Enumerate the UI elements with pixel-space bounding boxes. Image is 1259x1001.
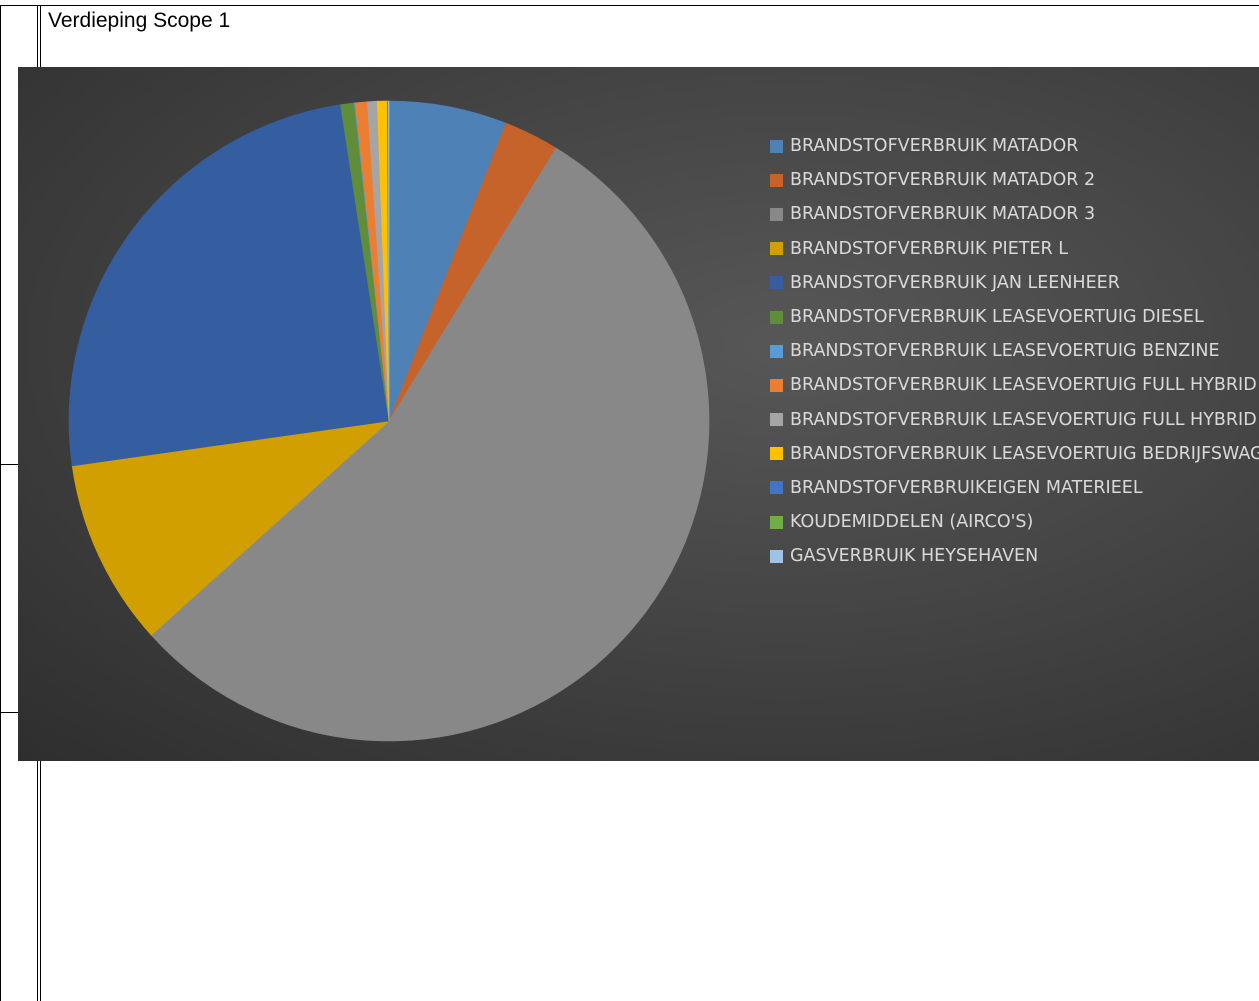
legend-swatch <box>770 549 783 563</box>
pie-slice-3 <box>71 420 390 636</box>
legend-label: BRANDSTOFVERBRUIK LEASEVOERTUIG BEDRIJFS… <box>790 443 1259 464</box>
legend-item: BRANDSTOFVERBRUIK MATADOR <box>770 129 1259 163</box>
legend-item: BRANDSTOFVERBRUIK JAN LEENHEER <box>770 266 1259 300</box>
table-border-left <box>0 5 1 1001</box>
legend-swatch <box>770 447 783 461</box>
legend-label: BRANDSTOFVERBRUIK JAN LEENHEER <box>790 272 1120 293</box>
legend-swatch <box>770 276 783 290</box>
legend-item: BRANDSTOFVERBRUIK MATADOR 3 <box>770 197 1259 231</box>
legend-label: BRANDSTOFVERBRUIKEIGEN MATERIEEL <box>790 477 1143 498</box>
pie-slice-2 <box>150 147 710 742</box>
pie-slice-12 <box>388 100 390 422</box>
legend-swatch <box>770 207 783 221</box>
legend-item: BRANDSTOFVERBRUIK LEASEVOERTUIG BEDRIJFS… <box>770 437 1259 471</box>
legend-item: BRANDSTOFVERBRUIK MATADOR 2 <box>770 163 1259 197</box>
legend-swatch <box>770 481 783 495</box>
legend-label: GASVERBRUIK HEYSEHAVEN <box>790 546 1039 567</box>
legend-swatch <box>770 242 783 256</box>
legend-label: BRANDSTOFVERBRUIK LEASEVOERTUIG FULL HYB… <box>790 375 1257 396</box>
legend-swatch <box>770 139 783 153</box>
pie-chart: BRANDSTOFVERBRUIK MATADOR BRANDSTOFVERBRU… <box>18 67 1259 761</box>
legend-label: BRANDSTOFVERBRUIK LEASEVOERTUIG DIESEL <box>790 307 1204 328</box>
pie-slice-0 <box>388 100 507 422</box>
legend-swatch <box>770 310 783 324</box>
chart-legend: BRANDSTOFVERBRUIK MATADOR BRANDSTOFVERBRU… <box>770 129 1259 573</box>
legend-item: GASVERBRUIK HEYSEHAVEN <box>770 539 1259 573</box>
legend-item: BRANDSTOFVERBRUIK LEASEVOERTUIG FULL HYB… <box>770 403 1259 437</box>
legend-swatch <box>770 413 783 427</box>
legend-item: BRANDSTOFVERBRUIK LEASEVOERTUIG FULL HYB… <box>770 368 1259 402</box>
table-border-top <box>0 5 1259 6</box>
legend-swatch <box>770 173 783 187</box>
pie-slice-4 <box>68 104 390 467</box>
legend-label: KOUDEMIDDELEN (AIRCO'S) <box>790 512 1034 533</box>
section-title: Verdieping Scope 1 <box>48 9 231 32</box>
legend-label: BRANDSTOFVERBRUIK MATADOR 2 <box>790 170 1096 191</box>
legend-label: BRANDSTOFVERBRUIK MATADOR 3 <box>790 204 1096 225</box>
legend-item: BRANDSTOFVERBRUIK LEASEVOERTUIG BENZINE <box>770 334 1259 368</box>
legend-item: BRANDSTOFVERBRUIKEIGEN MATERIEEL <box>770 471 1259 505</box>
legend-label: BRANDSTOFVERBRUIK LEASEVOERTUIG FULL HYB… <box>790 409 1257 430</box>
legend-label: BRANDSTOFVERBRUIK LEASEVOERTUIG BENZINE <box>790 341 1220 362</box>
legend-item: BRANDSTOFVERBRUIK PIETER L <box>770 232 1259 266</box>
legend-swatch <box>770 378 783 392</box>
legend-swatch <box>770 344 783 358</box>
legend-label: BRANDSTOFVERBRUIK MATADOR <box>790 136 1079 157</box>
legend-item: KOUDEMIDDELEN (AIRCO'S) <box>770 505 1259 539</box>
pie-chart-svg <box>68 100 710 742</box>
legend-item: BRANDSTOFVERBRUIK LEASEVOERTUIG DIESEL <box>770 300 1259 334</box>
legend-label: BRANDSTOFVERBRUIK PIETER L <box>790 238 1068 259</box>
legend-swatch <box>770 515 783 529</box>
